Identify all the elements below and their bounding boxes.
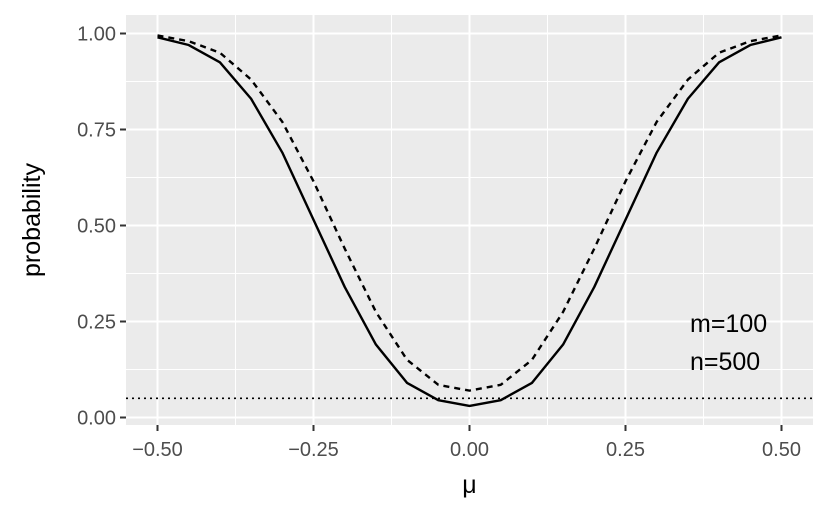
y-tick-label: 0.50 bbox=[77, 216, 116, 238]
x-axis: −0.50 −0.25 0.00 0.25 0.50 bbox=[132, 425, 801, 461]
x-axis-title: μ bbox=[462, 471, 476, 499]
x-tick-label: 0.25 bbox=[606, 439, 645, 461]
y-tick-label: 0.00 bbox=[77, 408, 116, 430]
x-tick-label: −0.25 bbox=[288, 439, 339, 461]
x-tick-label: 0.50 bbox=[762, 439, 801, 461]
series-line-dashed bbox=[157, 34, 782, 392]
series-layer bbox=[157, 34, 782, 408]
y-axis: 0.00 0.25 0.50 0.75 1.00 bbox=[77, 24, 126, 430]
y-tick-label: 1.00 bbox=[77, 24, 116, 46]
annotation-line-1: m=100 bbox=[690, 310, 767, 338]
x-tick-label: −0.50 bbox=[132, 439, 183, 461]
y-axis-title: probability bbox=[18, 163, 46, 277]
y-tick-label: 0.25 bbox=[77, 312, 116, 334]
annotation-line-2: n=500 bbox=[690, 348, 760, 376]
x-tick-label: 0.00 bbox=[450, 439, 489, 461]
y-tick-label: 0.75 bbox=[77, 120, 116, 142]
series-line-solid bbox=[157, 36, 782, 408]
